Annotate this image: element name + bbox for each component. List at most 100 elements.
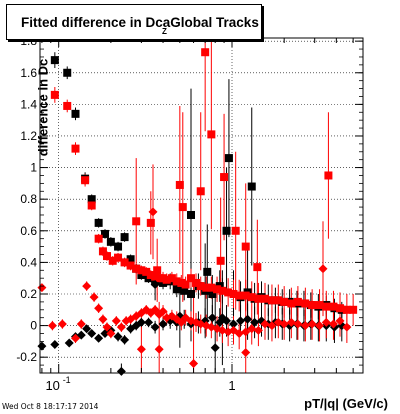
data-point-diamond xyxy=(116,322,126,332)
data-point-square xyxy=(247,293,256,302)
x-tick-label: 1 xyxy=(228,378,235,393)
data-point-square xyxy=(162,275,171,284)
data-point-square xyxy=(98,247,107,256)
y-tick-label: 1 xyxy=(30,161,37,175)
data-point-square xyxy=(315,301,324,310)
data-point-diamond xyxy=(158,319,168,329)
data-point-diamond xyxy=(144,317,154,327)
data-point-square xyxy=(254,294,263,303)
data-point-square xyxy=(267,296,276,305)
data-point-square xyxy=(247,182,256,191)
data-point-square xyxy=(87,201,96,210)
data-point-square xyxy=(172,285,181,294)
data-point-square xyxy=(114,242,123,251)
data-point-square xyxy=(202,283,211,292)
data-point-square xyxy=(324,171,333,180)
data-point-diamond xyxy=(136,344,146,354)
data-point-diamond xyxy=(111,316,121,326)
data-point-square xyxy=(172,277,181,286)
data-point-square xyxy=(87,195,96,204)
data-point-diamond xyxy=(70,333,80,343)
data-point-diamond xyxy=(94,303,104,313)
data-point-diamond xyxy=(158,306,168,316)
data-point-diamond xyxy=(116,366,126,376)
data-point-square xyxy=(146,218,155,227)
data-point-diamond xyxy=(82,324,92,334)
data-point-square xyxy=(274,296,283,305)
data-point-square xyxy=(231,226,240,235)
data-point-square xyxy=(108,256,117,265)
data-point-square xyxy=(63,68,72,77)
data-point-diamond xyxy=(37,283,47,293)
data-point-square xyxy=(222,226,231,235)
data-point-square xyxy=(71,109,80,118)
data-point-square xyxy=(218,286,227,295)
data-point-diamond xyxy=(243,314,253,324)
data-markers xyxy=(37,48,358,376)
data-point-square xyxy=(224,288,233,297)
data-point-square xyxy=(349,305,358,314)
data-point-diamond xyxy=(307,319,317,329)
data-point-square xyxy=(336,304,345,313)
chart-title-box: Fitted difference in DcaGlobal Tracks Z xyxy=(6,4,262,40)
data-point-diamond xyxy=(154,344,164,354)
data-point-square xyxy=(224,154,233,163)
chart-title-text: Fitted difference in Dca xyxy=(21,15,171,30)
data-point-diamond xyxy=(315,321,325,331)
data-point-square xyxy=(114,253,123,262)
data-point-square xyxy=(181,280,190,289)
data-point-diamond xyxy=(286,317,296,327)
data-point-diamond xyxy=(217,313,227,323)
data-point-square xyxy=(187,289,196,298)
y-tick-label: 0.4 xyxy=(20,255,37,269)
data-point-square xyxy=(293,297,302,306)
data-point-diamond xyxy=(241,347,251,357)
data-point-square xyxy=(132,264,141,273)
data-point-diamond xyxy=(260,319,270,329)
data-point-square xyxy=(175,180,184,189)
x-tick-exponent: -1 xyxy=(63,375,71,385)
data-point-diamond xyxy=(328,319,338,329)
data-point-square xyxy=(142,267,151,276)
chart-title: Fitted difference in DcaGlobal Tracks xyxy=(21,15,259,31)
data-point-square xyxy=(253,263,262,272)
data-point-square xyxy=(153,266,162,275)
data-point-diamond xyxy=(335,316,345,326)
data-point-square xyxy=(50,56,59,65)
data-point-square xyxy=(241,291,250,300)
data-point-diamond xyxy=(300,321,310,331)
data-point-square xyxy=(151,272,160,281)
data-point-square xyxy=(220,173,229,182)
data-point-diamond xyxy=(236,316,246,326)
data-point-diamond xyxy=(113,332,123,342)
grid-lines xyxy=(40,38,363,373)
data-point-diamond xyxy=(250,317,260,327)
data-point-square xyxy=(120,258,129,267)
data-point-square xyxy=(196,282,205,291)
data-point-square xyxy=(81,176,90,185)
data-point-diamond xyxy=(89,292,99,302)
data-point-square xyxy=(180,286,189,295)
data-point-diamond xyxy=(321,317,331,327)
x-axis-label: pT/|q| (GeV/c) xyxy=(304,396,388,411)
data-point-diamond xyxy=(247,324,257,334)
data-point-diamond xyxy=(267,321,277,331)
data-point-square xyxy=(229,289,238,298)
data-point-diamond xyxy=(234,328,244,338)
data-point-diamond xyxy=(241,327,251,337)
data-point-square xyxy=(137,266,146,275)
data-point-square xyxy=(260,294,269,303)
y-tick-label: 1.6 xyxy=(20,66,37,80)
chart-title-subscript: Z xyxy=(162,27,167,36)
y-tick-label: 0.8 xyxy=(20,192,37,206)
data-point-square xyxy=(106,237,115,246)
data-point-square xyxy=(287,299,296,308)
data-point-square xyxy=(329,302,338,311)
data-point-square xyxy=(241,242,250,251)
data-point-square xyxy=(71,144,80,153)
data-point-diamond xyxy=(228,319,238,329)
data-point-square xyxy=(192,278,201,287)
data-point-diamond xyxy=(150,322,160,332)
data-point-square xyxy=(132,217,141,226)
